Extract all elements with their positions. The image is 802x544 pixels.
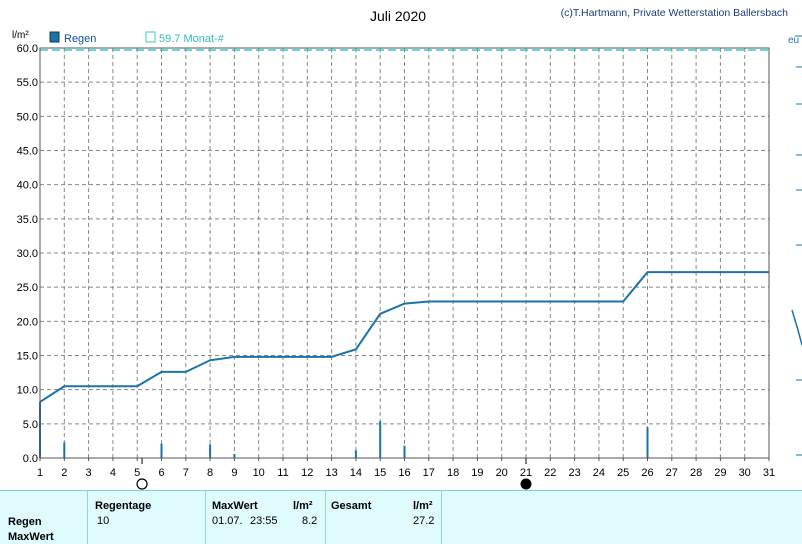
x-tick-label: 18: [447, 467, 459, 479]
x-tick-label: 31: [763, 467, 775, 479]
x-tick-label: 7: [183, 467, 189, 479]
x-tick-label: 15: [374, 467, 386, 479]
rain-bar: [209, 444, 212, 458]
x-tick-label: 26: [641, 467, 653, 479]
y-tick-label: 30.0: [17, 248, 38, 260]
legend-regen-label: Regen: [64, 33, 96, 45]
summary-table: Regentage MaxWert l/m² Gesamt l/m² Regen…: [0, 490, 802, 544]
x-tick-label: 1: [37, 467, 43, 479]
max-date: 01.07.: [212, 515, 243, 527]
y-tick-label: 25.0: [17, 282, 38, 294]
moon-phases: [136, 458, 532, 490]
x-tick-label: 16: [398, 467, 410, 479]
rain-bar: [379, 421, 382, 458]
x-tick-label: 14: [350, 467, 362, 479]
x-tick-label: 11: [277, 467, 288, 479]
y-unit-label: l/m²: [12, 30, 29, 41]
x-tick-label: 10: [253, 467, 265, 479]
header-maxwert: MaxWert: [212, 500, 258, 512]
legend-month-label: 59.7 Monat-#: [159, 33, 225, 45]
y-tick-label: 50.0: [17, 111, 38, 123]
y-tick-label: 45.0: [17, 146, 38, 158]
y-axis: 0.0 5.0 10.0 15.0 20.0 25.0 30.0 35.0 40.0 45.0 50…: [17, 43, 38, 465]
cumulative-rain-line: [39, 271, 769, 403]
y-tick-label: 15.0: [17, 351, 38, 363]
y-tick-label: 5.0: [23, 419, 38, 431]
rain-bar: [646, 427, 649, 458]
rain-bar: [160, 443, 163, 458]
summary-divider: [325, 491, 326, 544]
rain-bar: [63, 442, 66, 458]
new-moon-icon: [520, 478, 532, 490]
full-moon-icon: [136, 478, 148, 490]
x-tick-label: 8: [207, 467, 213, 479]
x-tick-label: 9: [231, 467, 237, 479]
y-tick-label: 10.0: [17, 385, 38, 397]
x-tick-label: 25: [617, 467, 629, 479]
header-regentage: Regentage: [95, 500, 152, 512]
regentage-value: 10: [97, 515, 110, 527]
y-tick-label: 40.0: [17, 180, 38, 192]
x-tick-label: 6: [158, 467, 164, 479]
legend-regen-swatch: [49, 31, 60, 43]
summary-divider: [87, 491, 88, 544]
x-axis: 1 2 3 4 5 6 7 8 9 10 11 12 13 14 15 16 17 18 19 20 21 22 23 24 2…: [37, 458, 775, 479]
x-tick-label: 24: [593, 467, 605, 479]
x-tick-label: 3: [86, 467, 92, 479]
y-tick-label: 60.0: [17, 43, 38, 55]
x-tick-label: 4: [110, 467, 116, 479]
cumulative-line: [39, 271, 769, 403]
y-tick-label: 35.0: [17, 214, 38, 226]
x-tick-label: 23: [568, 467, 580, 479]
summary-divider: [205, 491, 206, 544]
plot-border: [39, 47, 770, 459]
rain-bar: [233, 453, 236, 458]
x-tick-label: 2: [61, 467, 67, 479]
x-tick-label: 30: [739, 467, 751, 479]
rain-bar: [403, 445, 406, 458]
rain-bars: [39, 401, 649, 458]
chart-title: Juli 2020: [370, 8, 426, 24]
row-label-maxwert: MaxWert: [8, 531, 54, 543]
x-tick-label: 21: [520, 467, 532, 479]
x-tick-label: 20: [496, 467, 508, 479]
max-value: 8.2: [302, 515, 318, 527]
header-gesamt: Gesamt: [331, 500, 372, 512]
x-tick-label: 28: [690, 467, 702, 479]
copyright-text: (c)T.Hartmann, Private Wetterstation Bal…: [561, 7, 789, 19]
y-tick-label: 20.0: [17, 316, 38, 328]
total-value: 27.2: [413, 515, 435, 527]
right-edge-text: eu: [788, 35, 799, 46]
max-time: 23:55: [250, 515, 278, 527]
right-edge-decoration: [791, 35, 802, 456]
x-tick-label: 22: [544, 467, 556, 479]
row-label-regen: Regen: [8, 516, 42, 528]
x-tick-label: 13: [325, 467, 337, 479]
y-tick-label: 55.0: [17, 77, 38, 89]
x-tick-label: 29: [714, 467, 726, 479]
x-tick-label: 19: [471, 467, 483, 479]
rain-bar: [354, 450, 357, 458]
header-unit-max: l/m²: [293, 500, 313, 512]
rain-chart: 0.0 5.0 10.0 15.0 20.0 25.0 30.0 35.0 40.0 45.0 50…: [12, 7, 802, 490]
x-tick-label: 27: [666, 467, 678, 479]
x-tick-label: 5: [134, 467, 140, 479]
y-tick-label: 0.0: [23, 453, 38, 465]
x-tick-label: 12: [301, 467, 313, 479]
header-unit-total: l/m²: [413, 500, 433, 512]
x-tick-label: 17: [423, 467, 435, 479]
summary-divider: [441, 491, 442, 544]
grid: [40, 48, 769, 458]
legend-month-swatch: [145, 31, 156, 43]
